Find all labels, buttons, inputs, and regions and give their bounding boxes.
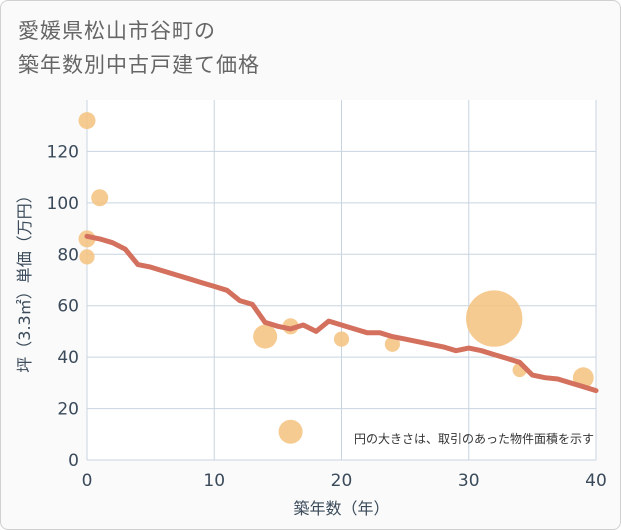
data-bubble bbox=[91, 189, 109, 207]
y-tick-label: 20 bbox=[57, 400, 79, 420]
data-bubble bbox=[79, 249, 95, 265]
x-tick-label: 0 bbox=[82, 471, 93, 491]
tick-labels: 0 10 20 30 40 0 20 40 60 80 100 120 bbox=[47, 142, 607, 491]
data-bubble bbox=[78, 230, 96, 248]
y-tick-label: 120 bbox=[47, 142, 79, 162]
x-tick-label: 30 bbox=[458, 471, 480, 491]
data-bubble bbox=[466, 290, 523, 347]
data-bubble bbox=[253, 324, 278, 349]
y-tick-label: 60 bbox=[57, 297, 79, 317]
chart-title-line2: 築年数別中古戸建て価格 bbox=[18, 53, 260, 77]
data-bubble bbox=[78, 112, 96, 130]
x-tick-label: 10 bbox=[203, 471, 225, 491]
data-bubble bbox=[278, 419, 303, 444]
x-axis-label: 築年数（年） bbox=[293, 499, 389, 518]
grid-lines bbox=[86, 100, 597, 461]
x-tick-label: 40 bbox=[585, 471, 607, 491]
x-tick-label: 20 bbox=[331, 471, 353, 491]
trend-line bbox=[84, 233, 599, 394]
data-bubble bbox=[384, 336, 401, 352]
chart-title-line1: 愛媛県松山市谷町の bbox=[18, 19, 216, 43]
chart-title: 愛媛県松山市谷町の 築年数別中古戸建て価格 bbox=[18, 14, 260, 82]
y-tick-label: 80 bbox=[57, 245, 79, 265]
data-bubble bbox=[333, 331, 350, 347]
y-tick-label: 100 bbox=[47, 194, 79, 214]
y-axis-label: 坪（3.3㎡）単価（万円） bbox=[15, 187, 34, 372]
y-tick-label: 40 bbox=[57, 348, 79, 368]
size-note: 円の大きさは、取引のあった物件面積を示す bbox=[354, 431, 594, 446]
y-tick-label: 0 bbox=[68, 451, 79, 471]
